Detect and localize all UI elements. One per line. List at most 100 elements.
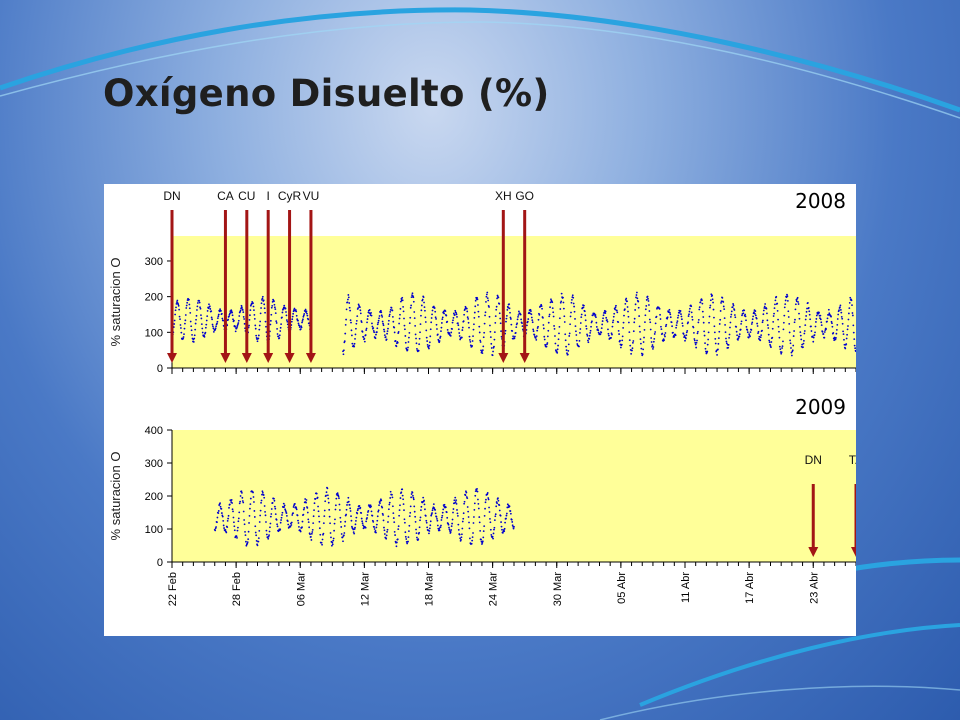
- data-point: [388, 503, 391, 506]
- data-point: [597, 329, 600, 332]
- data-point: [263, 303, 266, 306]
- data-point: [220, 312, 223, 315]
- data-point: [691, 318, 694, 321]
- data-point: [735, 325, 738, 328]
- data-point: [267, 535, 270, 538]
- data-point: [375, 331, 378, 333]
- year-label: 2008: [795, 189, 846, 213]
- data-point: [782, 340, 784, 343]
- data-point: [276, 333, 279, 335]
- data-point: [535, 338, 538, 341]
- data-point: [766, 319, 769, 322]
- data-point: [294, 503, 296, 505]
- data-point: [305, 499, 308, 501]
- data-point: [241, 309, 244, 311]
- data-point: [304, 498, 307, 500]
- data-point: [446, 320, 449, 323]
- data-point: [403, 317, 405, 320]
- data-point: [753, 311, 755, 314]
- data-point: [366, 321, 368, 324]
- data-point: [297, 519, 299, 522]
- data-point: [232, 319, 235, 322]
- data-point: [707, 331, 710, 334]
- data-point: [503, 527, 506, 530]
- data-point: [747, 336, 750, 339]
- data-point: [512, 335, 515, 338]
- data-point: [310, 532, 313, 535]
- data-point: [487, 497, 490, 499]
- data-point: [493, 519, 496, 522]
- data-point: [481, 352, 484, 354]
- data-point: [300, 326, 303, 329]
- data-point: [579, 328, 582, 330]
- data-point: [380, 311, 383, 314]
- data-point: [456, 322, 459, 325]
- data-point: [807, 306, 810, 309]
- data-point: [241, 496, 244, 499]
- data-point: [823, 336, 826, 339]
- data-point: [322, 522, 325, 525]
- data-point: [398, 317, 401, 320]
- data-point: [257, 334, 260, 337]
- data-point: [241, 492, 243, 494]
- data-point: [562, 301, 565, 304]
- data-point: [618, 333, 620, 335]
- data-point: [467, 510, 470, 513]
- data-point: [240, 490, 243, 493]
- data-point: [852, 331, 855, 334]
- data-point: [632, 340, 635, 342]
- data-point: [238, 511, 241, 514]
- annotation-label: DN: [163, 189, 180, 203]
- data-point: [536, 329, 539, 332]
- data-point: [231, 508, 234, 511]
- data-point: [415, 342, 418, 345]
- data-point: [357, 307, 360, 309]
- data-point: [418, 531, 421, 534]
- data-point: [795, 300, 798, 303]
- data-point: [359, 306, 361, 308]
- data-point: [517, 315, 519, 318]
- data-point: [813, 334, 816, 336]
- data-point: [509, 316, 512, 319]
- data-point: [489, 330, 492, 333]
- data-point: [365, 329, 368, 331]
- y-tick-label: 100: [145, 327, 163, 339]
- data-point: [558, 326, 561, 328]
- data-point: [471, 539, 474, 542]
- data-point: [693, 338, 696, 340]
- data-point: [337, 495, 340, 498]
- data-point: [850, 299, 853, 302]
- data-point: [717, 337, 720, 340]
- data-point: [180, 331, 183, 334]
- data-point: [371, 322, 373, 325]
- data-point: [690, 311, 693, 314]
- data-point: [340, 526, 343, 528]
- data-point: [318, 515, 320, 518]
- data-point: [279, 326, 282, 329]
- data-point: [531, 321, 534, 324]
- data-point: [501, 528, 503, 531]
- data-point: [191, 333, 193, 336]
- data-point: [727, 344, 730, 346]
- data-point: [845, 343, 848, 345]
- data-point: [383, 526, 385, 529]
- data-point: [509, 311, 511, 314]
- data-point: [757, 330, 760, 333]
- data-point: [417, 349, 420, 352]
- data-point: [269, 323, 272, 326]
- data-point: [234, 330, 237, 333]
- data-point: [449, 334, 452, 337]
- data-point: [696, 332, 699, 335]
- data-point: [784, 299, 787, 302]
- data-point: [490, 534, 493, 536]
- data-point: [433, 307, 436, 309]
- data-point: [290, 521, 293, 524]
- data-point: [756, 322, 759, 325]
- data-point: [632, 330, 635, 333]
- data-point: [407, 540, 409, 543]
- data-point: [487, 299, 490, 302]
- data-point: [297, 522, 300, 524]
- data-point: [380, 499, 383, 502]
- data-point: [600, 331, 603, 334]
- data-point: [483, 514, 486, 517]
